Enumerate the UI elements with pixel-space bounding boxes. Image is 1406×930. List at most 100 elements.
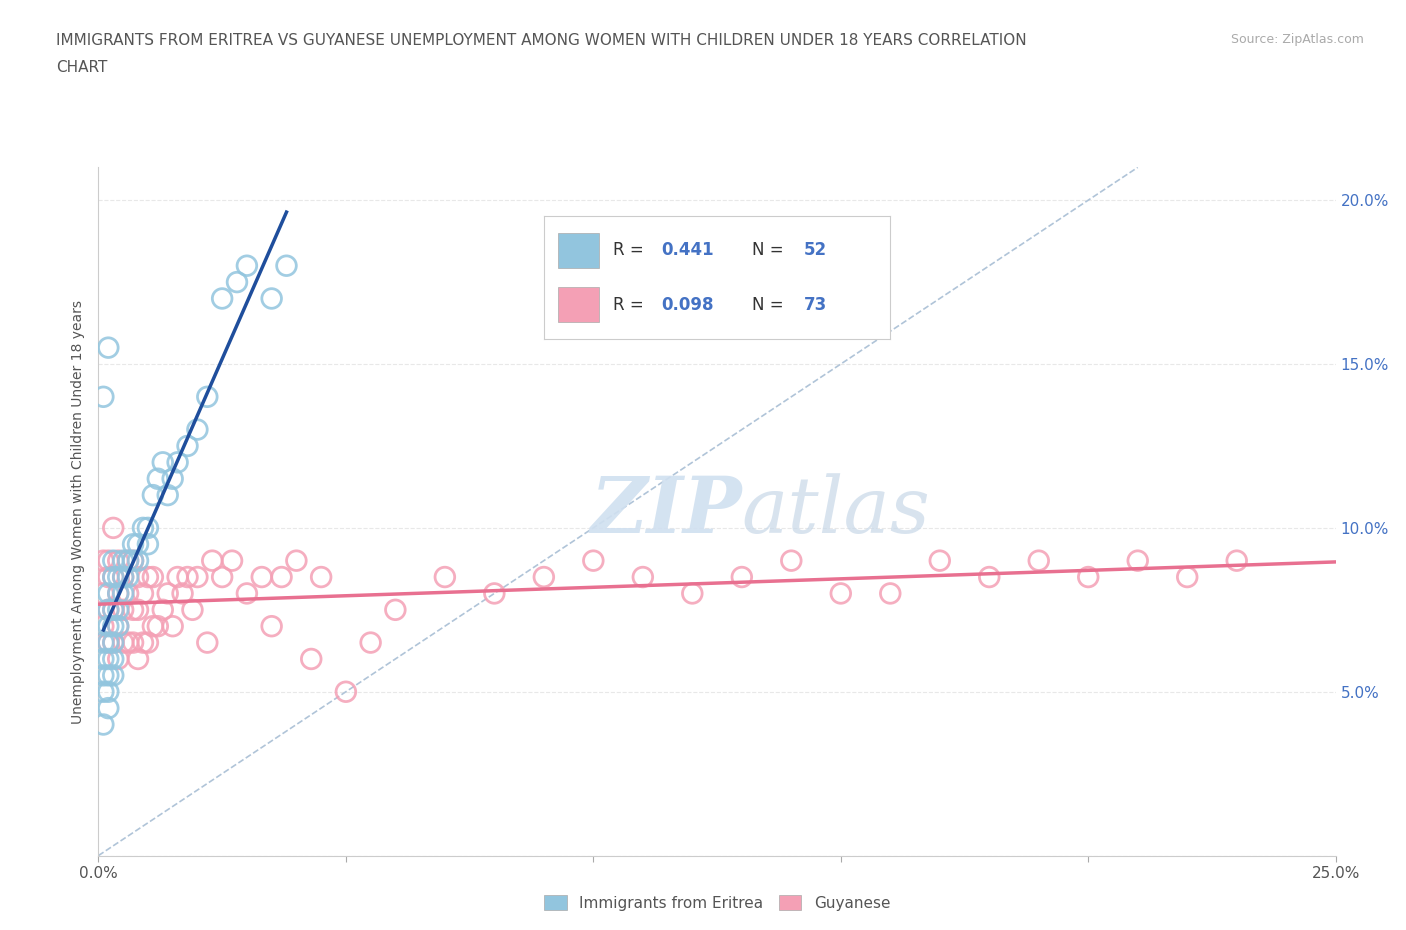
Point	[731, 569, 754, 584]
Point	[172, 586, 194, 601]
Point	[97, 586, 120, 601]
Point	[127, 603, 149, 618]
Point	[107, 618, 129, 633]
Point	[1175, 569, 1198, 584]
Point	[93, 668, 115, 683]
Point	[186, 422, 208, 437]
Point	[236, 586, 259, 601]
Point	[299, 652, 322, 667]
Point	[201, 553, 224, 568]
Point	[97, 700, 120, 715]
Text: R =: R =	[613, 296, 650, 313]
Point	[681, 586, 703, 601]
Point	[122, 537, 145, 551]
Point	[122, 553, 145, 568]
Point	[136, 635, 159, 650]
Point	[97, 340, 120, 355]
Point	[195, 390, 218, 405]
Point	[103, 603, 125, 618]
Point	[226, 274, 249, 289]
Point	[152, 603, 174, 618]
Point	[879, 586, 901, 601]
Point	[221, 553, 243, 568]
Point	[107, 553, 129, 568]
Point	[122, 553, 145, 568]
Point	[107, 603, 129, 618]
Point	[166, 455, 188, 470]
Point	[127, 553, 149, 568]
Point	[260, 291, 283, 306]
Point	[142, 569, 165, 584]
Point	[132, 586, 155, 601]
Point	[176, 569, 198, 584]
Point	[103, 521, 125, 536]
Point	[631, 569, 654, 584]
Point	[1028, 553, 1050, 568]
Point	[979, 569, 1001, 584]
Point	[97, 553, 120, 568]
Point	[93, 586, 115, 601]
Text: N =: N =	[752, 241, 789, 259]
Point	[107, 618, 129, 633]
Point	[97, 569, 120, 584]
Point	[181, 603, 204, 618]
Point	[127, 537, 149, 551]
Point	[112, 553, 135, 568]
Point	[112, 603, 135, 618]
Point	[117, 569, 139, 584]
Point	[132, 521, 155, 536]
Point	[97, 603, 120, 618]
Point	[533, 569, 555, 584]
Point	[335, 684, 357, 699]
Point	[166, 569, 188, 584]
Point	[97, 652, 120, 667]
Point	[152, 455, 174, 470]
Point	[93, 635, 115, 650]
Point	[97, 635, 120, 650]
Point	[211, 291, 233, 306]
Point	[97, 618, 120, 633]
FancyBboxPatch shape	[558, 232, 599, 268]
Point	[103, 635, 125, 650]
Point	[260, 618, 283, 633]
Point	[146, 472, 169, 486]
Point	[433, 569, 456, 584]
Point	[780, 553, 803, 568]
Point	[176, 439, 198, 454]
Point	[195, 635, 218, 650]
Point	[93, 652, 115, 667]
Point	[236, 259, 259, 273]
Point	[103, 635, 125, 650]
Point	[112, 569, 135, 584]
Text: 73: 73	[804, 296, 827, 313]
Point	[1226, 553, 1249, 568]
Text: 0.098: 0.098	[662, 296, 714, 313]
Point	[112, 569, 135, 584]
Point	[103, 569, 125, 584]
Point	[384, 603, 406, 618]
Text: 52: 52	[804, 241, 827, 259]
Point	[117, 635, 139, 650]
Point	[136, 521, 159, 536]
Point	[127, 569, 149, 584]
Point	[103, 569, 125, 584]
Point	[97, 635, 120, 650]
Text: ZIP: ZIP	[591, 473, 742, 550]
Point	[142, 487, 165, 502]
Point	[162, 472, 184, 486]
Point	[117, 553, 139, 568]
Point	[928, 553, 950, 568]
Point	[103, 668, 125, 683]
Point	[122, 635, 145, 650]
Point	[127, 652, 149, 667]
Point	[97, 684, 120, 699]
Point	[162, 618, 184, 633]
Point	[93, 717, 115, 732]
Point	[582, 553, 605, 568]
Point	[1077, 569, 1099, 584]
Point	[122, 603, 145, 618]
Point	[360, 635, 382, 650]
Point	[93, 684, 115, 699]
Point	[132, 635, 155, 650]
Point	[103, 652, 125, 667]
